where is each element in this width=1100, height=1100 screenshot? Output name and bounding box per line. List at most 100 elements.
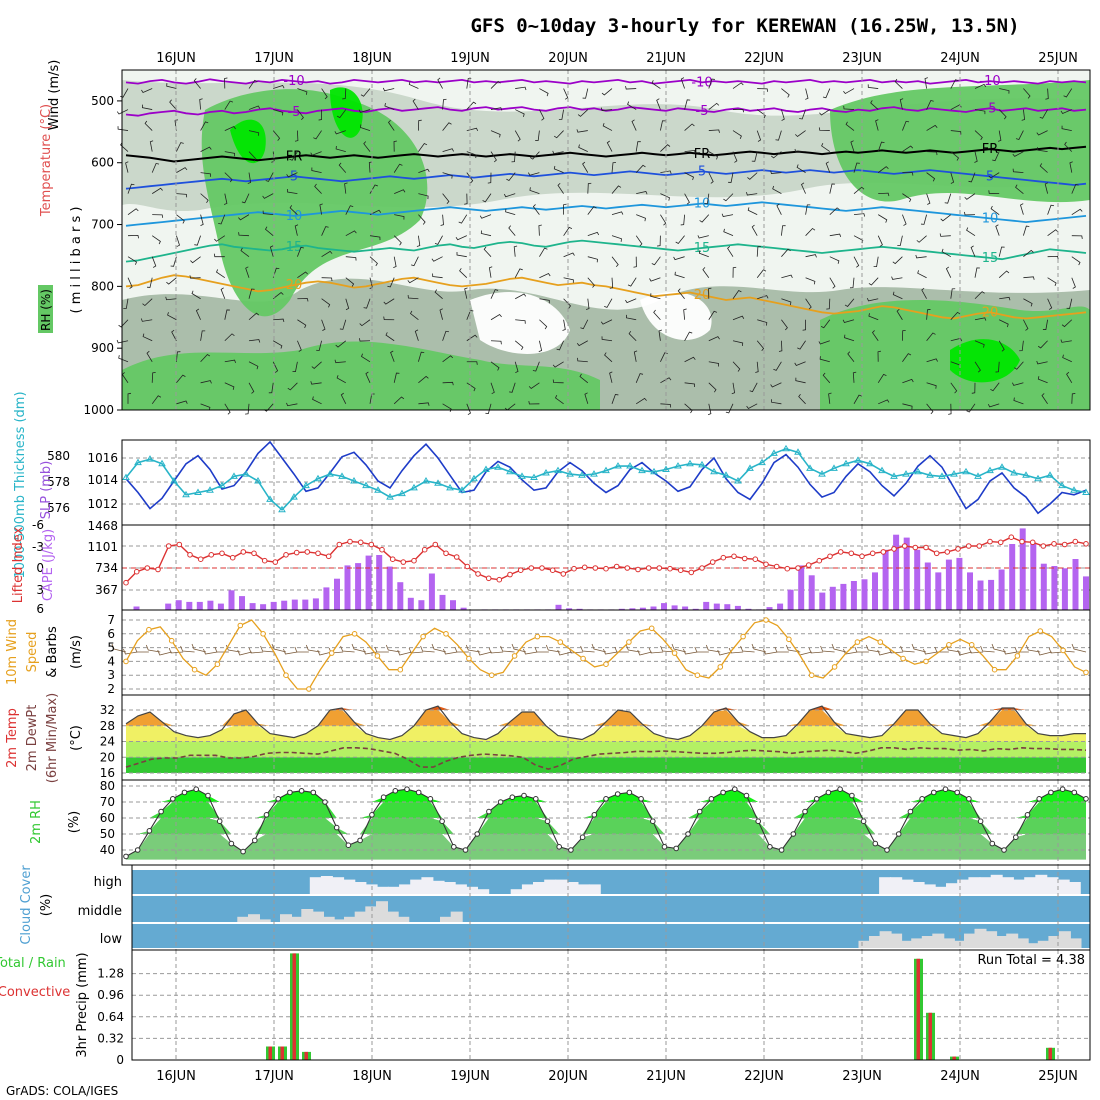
wind-barb [127, 392, 132, 404]
wind-barb [297, 340, 302, 352]
temp-tick-label: 28 [100, 719, 115, 733]
cloud-cover-cell [577, 884, 590, 894]
thickness-marker [338, 472, 346, 479]
isotherm-line [125, 201, 1087, 227]
rh2m-marker [392, 788, 399, 794]
cloud-unit-label: (%) [39, 894, 54, 917]
wind10-barb [580, 645, 595, 653]
cape-bar [418, 600, 425, 610]
lifted-index-marker [752, 556, 759, 563]
wind-barb [1039, 109, 1048, 119]
wind-barb [539, 88, 549, 97]
wind-barb [998, 270, 1010, 279]
thickness-marker [242, 470, 250, 477]
wind-barb [418, 193, 429, 200]
rh2m-marker [556, 844, 563, 850]
wind-barb [1021, 109, 1026, 121]
wind-barb [418, 119, 422, 131]
wind-barb [224, 77, 228, 89]
lifted-index-marker [528, 565, 535, 571]
wind-barb [409, 310, 419, 321]
rh-dry-pocket [470, 291, 570, 354]
rh2m-marker [415, 789, 422, 796]
thickness-marker [554, 466, 562, 474]
cloud-cover-cell [957, 879, 970, 894]
lifted-index-marker [731, 553, 737, 560]
rh2m-marker [310, 789, 317, 796]
wind-barb [191, 290, 201, 300]
wind-barb [725, 403, 734, 414]
lifted-index-marker [997, 539, 1004, 546]
wind-barb [418, 168, 430, 173]
wind-barb [609, 371, 613, 383]
wind-barb [176, 400, 188, 405]
wind-barb [1023, 276, 1035, 280]
cloud-cover-cell [990, 874, 1003, 894]
cape-bar [829, 586, 836, 610]
thickness-marker [998, 463, 1006, 470]
wind-barb [552, 379, 564, 384]
cloud-cover-cell [354, 911, 367, 922]
wind-barb [673, 256, 685, 261]
wind-barb [974, 291, 985, 300]
wind-barb [432, 273, 443, 279]
rh2m-marker [708, 796, 715, 802]
top-date-axis: 16JUN 17JUN 18JUN 19JUN 20JUN 21JUN 22JUN 23JUN… [156, 51, 1078, 66]
rh-moist-low [122, 341, 600, 410]
wind-barb [458, 214, 468, 224]
lifted-index-marker [357, 539, 364, 546]
top-date-label: 22JUN [744, 51, 784, 66]
wind-barb [408, 81, 419, 89]
rh2m-marker [696, 808, 703, 815]
thickness-marker [758, 458, 766, 466]
upper-air-frame [121, 69, 1091, 411]
lifted-index-marker [976, 543, 983, 549]
rh2m-marker [1059, 786, 1066, 793]
wind10-marker [923, 658, 929, 665]
lifted-index-marker [1061, 541, 1068, 548]
rh2m-marker [263, 812, 270, 818]
thickness-marker [746, 464, 754, 471]
wind-barb [772, 185, 782, 194]
wind-barb [334, 359, 346, 364]
wind-barb [171, 329, 177, 341]
thickness-marker [1058, 481, 1066, 489]
rh2m-marker [287, 789, 293, 796]
wind-barb [418, 402, 430, 406]
wind-barb [998, 340, 1005, 352]
precip-bg [132, 950, 1090, 1060]
wind10-barb [225, 644, 241, 653]
wind-barb [1037, 376, 1048, 384]
wind-barb [365, 371, 371, 383]
wind10-marker [580, 655, 586, 662]
lifted-index-marker [389, 556, 396, 563]
wind-barb [821, 143, 831, 152]
cape-bar [323, 587, 330, 610]
cape-bar [1061, 568, 1068, 610]
wind10-barb [854, 646, 869, 653]
wind-barb [651, 256, 661, 266]
cloud-cover-cell [953, 940, 966, 948]
wind-barb [611, 256, 619, 268]
wind-barb [248, 151, 257, 162]
wind-barb [1012, 382, 1024, 386]
wind-barb [490, 382, 495, 395]
lifted-index-marker [368, 541, 375, 548]
wind-barb [223, 193, 228, 205]
wind-barb [704, 193, 710, 205]
wind-barb [877, 235, 883, 247]
wind-barb [845, 121, 855, 131]
wind10-barb [785, 644, 801, 653]
wind-barb [141, 88, 153, 93]
wind-barb [151, 235, 161, 245]
thickness-marker [314, 474, 322, 482]
wind10-barb [443, 648, 458, 655]
wind-barb [1039, 163, 1048, 173]
wind-barb [604, 298, 613, 308]
wind-barb [311, 361, 322, 370]
rh2m-marker [1001, 847, 1007, 853]
wind-barb [798, 393, 806, 405]
cloud-cover-cell [544, 879, 557, 894]
wind-barb [1060, 109, 1072, 114]
cape-bar [576, 608, 583, 610]
